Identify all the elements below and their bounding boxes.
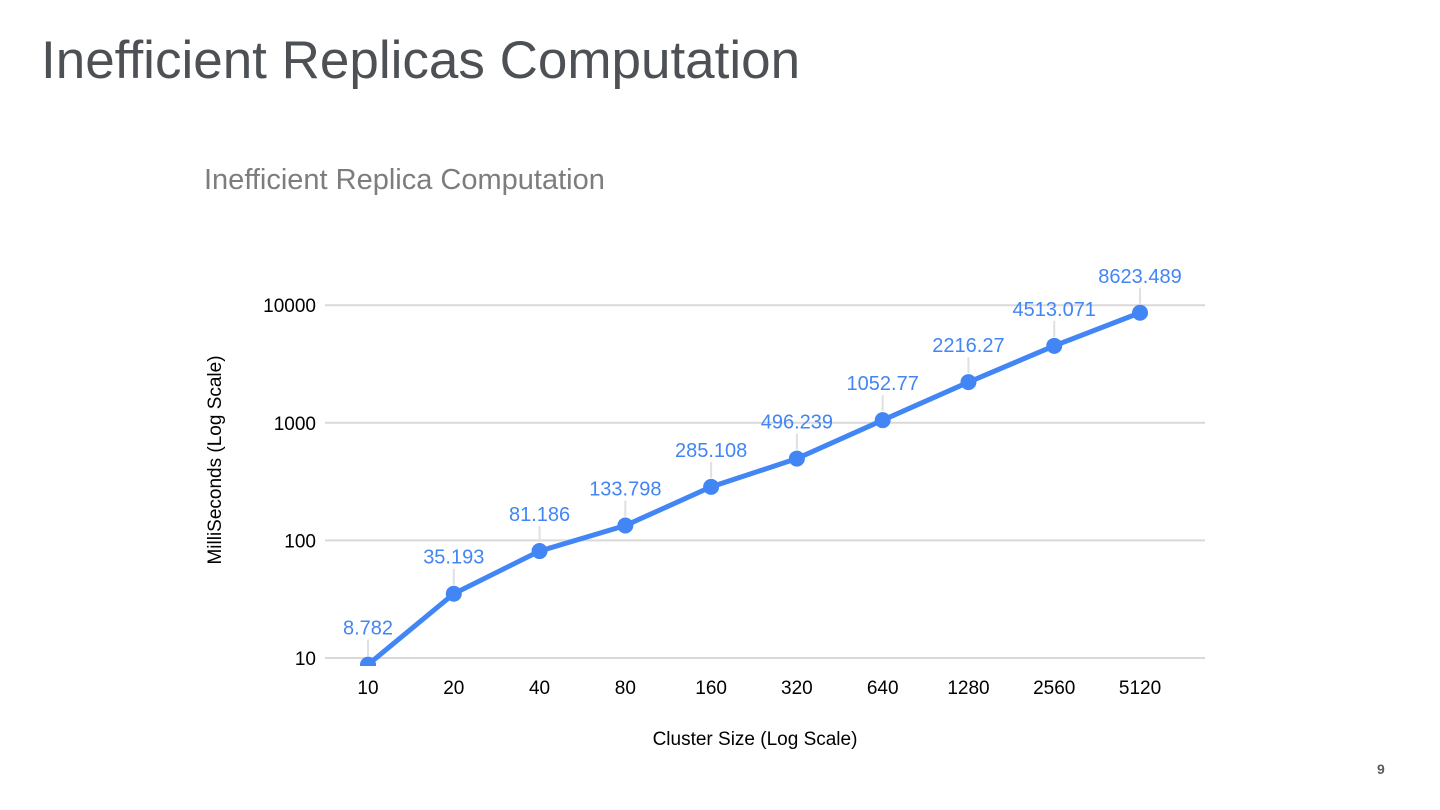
chart-title: Inefficient Replica Computation (204, 164, 605, 196)
series-line (366, 310, 1141, 666)
data-point (874, 412, 891, 429)
data-point (703, 478, 720, 495)
data-point (531, 543, 548, 560)
slide-title: Inefficient Replicas Computation (41, 31, 801, 90)
data-point (360, 656, 376, 666)
x-axis-tick-label: 10 (357, 678, 378, 699)
data-label: 81.186 (509, 504, 570, 526)
data-label: 2216.27 (932, 335, 1004, 357)
y-axis-title: MilliSeconds (Log Scale) (205, 355, 226, 564)
data-label: 496.239 (761, 412, 833, 434)
y-axis-tick-label: 10000 (263, 296, 316, 317)
data-label: 8623.489 (1098, 266, 1181, 288)
x-axis-tick-label: 5120 (1119, 678, 1161, 699)
data-point (1046, 337, 1063, 354)
data-series (360, 304, 1149, 666)
x-axis-tick-label: 640 (867, 678, 899, 699)
y-axis-tick-label: 100 (284, 531, 316, 552)
page-number: 9 (1377, 761, 1385, 777)
line-chart-canvas: 10 100 1000 10000 8.782 35.193 81.186 133.798 28… (205, 266, 1205, 750)
data-point (788, 450, 805, 467)
x-axis-tick-label: 80 (615, 678, 636, 699)
data-point (960, 374, 977, 391)
x-axis-tick-label: 2560 (1033, 678, 1075, 699)
data-label: 285.108 (675, 440, 747, 462)
x-axis-tick-label: 160 (695, 678, 727, 699)
data-label: 8.782 (343, 618, 393, 640)
y-axis-tick-label: 10 (295, 649, 316, 670)
data-label: 35.193 (423, 547, 484, 569)
x-axis-tick-label: 20 (443, 678, 464, 699)
data-point (1132, 304, 1149, 321)
x-axis-tick-label: 320 (781, 678, 813, 699)
data-label: 1052.77 (847, 373, 919, 395)
data-label: 133.798 (589, 479, 661, 501)
data-point (617, 517, 634, 534)
x-axis-tick-label: 40 (529, 678, 550, 699)
data-point (445, 585, 462, 602)
x-axis-tick-label: 1280 (947, 678, 989, 699)
y-axis-tick-label: 1000 (274, 414, 316, 435)
data-label: 4513.071 (1013, 299, 1096, 321)
x-axis-title: Cluster Size (Log Scale) (653, 729, 858, 750)
